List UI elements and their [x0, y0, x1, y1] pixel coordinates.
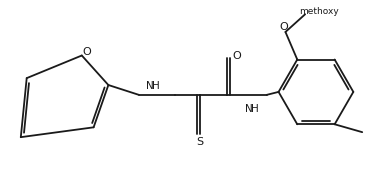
Text: N: N [146, 81, 154, 91]
Text: methoxy: methoxy [299, 7, 339, 16]
Text: N: N [245, 104, 253, 114]
Text: H: H [152, 81, 159, 91]
Text: O: O [82, 47, 91, 57]
Text: O: O [232, 51, 241, 61]
Text: S: S [196, 137, 203, 147]
Text: O: O [279, 22, 288, 32]
Text: H: H [251, 104, 259, 114]
